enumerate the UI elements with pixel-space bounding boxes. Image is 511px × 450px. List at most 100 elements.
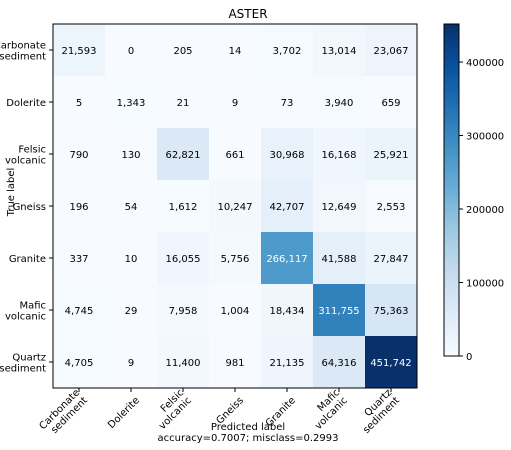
heatmap-cell [261, 284, 313, 336]
heatmap-cell [53, 24, 105, 76]
heatmap-cell [365, 180, 417, 232]
cell-value-label: 3,940 [325, 98, 354, 109]
cell-value-label: 27,847 [374, 254, 409, 265]
y-tick-label: Felsic volcanic [5, 145, 46, 167]
cell-value-label: 23,067 [374, 46, 409, 57]
colorbar-ticks: 0 100000 200000 300000 400000 [459, 58, 504, 363]
cell-value-label: 981 [225, 358, 244, 369]
heatmap-cell [105, 180, 157, 232]
heatmap-cell [53, 76, 105, 128]
y-tick-label: Quartz sediment [0, 353, 46, 375]
cell-value-label: 14 [229, 46, 242, 57]
cell-value-label: 21,593 [62, 46, 97, 57]
cell-value-label: 659 [381, 98, 400, 109]
cell-value-label: 21,135 [270, 358, 305, 369]
x-axis-label: Predicted label [211, 422, 285, 433]
cell-value-label: 451,742 [370, 358, 411, 369]
heatmap-cell [157, 24, 209, 76]
heatmap-cell [313, 336, 365, 388]
y-tick-label: Dolerite [6, 98, 46, 109]
heatmap-cell [261, 336, 313, 388]
cell-value-label: 10 [125, 254, 138, 265]
cell-value-label: 75,363 [374, 306, 409, 317]
heatmap-cell [313, 24, 365, 76]
y-axis-label: True label [6, 168, 17, 218]
cell-value-label: 205 [173, 46, 192, 57]
y-tick-label: Gneiss [13, 202, 46, 213]
heatmap-cell [209, 232, 261, 284]
heatmap-cell [365, 128, 417, 180]
y-tick-labels: Carbonatesediment Dolerite Felsicvolcanic G… [0, 41, 53, 375]
heatmap-cell [157, 180, 209, 232]
cell-value-label: 4,745 [65, 306, 94, 317]
x-tick-label: Quartzsediment [353, 387, 402, 436]
heatmap-cell [53, 232, 105, 284]
heatmap-cell [365, 24, 417, 76]
heatmap-cells: 21,593 0 205 14 3,702 13,014 23,067 5 1,343 21 9 73… [53, 24, 417, 388]
cell-value-label: 62,821 [166, 150, 201, 161]
heatmap-cell [209, 336, 261, 388]
cell-value-label: 12,649 [322, 202, 357, 213]
colorbar-tick-label: 300000 [466, 132, 504, 143]
cell-value-label: 3,702 [273, 46, 302, 57]
cell-value-label: 5 [76, 98, 82, 109]
heatmap-cell [209, 24, 261, 76]
colorbar-tick-label: 0 [466, 352, 472, 363]
cell-value-label: 11,400 [166, 358, 201, 369]
colorbar-tick-label: 400000 [466, 58, 504, 69]
heatmap-cell [157, 128, 209, 180]
cell-value-label: 130 [121, 150, 140, 161]
cell-value-label: 54 [125, 202, 138, 213]
y-tick-label: Carbonatesediment [0, 41, 46, 63]
heatmap-cell [365, 336, 417, 388]
cell-value-label: 0 [128, 46, 134, 57]
heatmap-cell [313, 76, 365, 128]
cell-value-label: 5,756 [221, 254, 250, 265]
heatmap-cell [105, 336, 157, 388]
heatmap-cell [313, 180, 365, 232]
cell-value-label: 9 [128, 358, 134, 369]
cell-value-label: 2,553 [377, 202, 406, 213]
heatmap-cell [105, 284, 157, 336]
heatmap-cell [261, 232, 313, 284]
cell-value-label: 64,316 [322, 358, 357, 369]
cell-value-label: 42,707 [270, 202, 305, 213]
y-tick-label: Granite [9, 254, 46, 265]
heatmap-cell [313, 232, 365, 284]
x-tick-label: Carbonatesediment [37, 387, 90, 440]
cell-value-label: 9 [232, 98, 238, 109]
heatmap-cell [209, 76, 261, 128]
x-tick-label: Felsicvolcanic [149, 387, 194, 432]
cell-value-label: 790 [69, 150, 88, 161]
heatmap-cell [105, 128, 157, 180]
heatmap-cell [53, 128, 105, 180]
heatmap-cell [157, 232, 209, 284]
heatmap-cell [157, 336, 209, 388]
heatmap-cell [105, 76, 157, 128]
heatmap-cell [261, 180, 313, 232]
heatmap-cell [261, 128, 313, 180]
heatmap-cell [209, 180, 261, 232]
cell-value-label: 7,958 [169, 306, 198, 317]
heatmap-cell [209, 128, 261, 180]
cell-value-label: 1,004 [221, 306, 250, 317]
heatmap-cell [53, 284, 105, 336]
colorbar-tick-label: 100000 [466, 279, 504, 290]
cell-value-label: 1,612 [169, 202, 198, 213]
cell-value-label: 337 [69, 254, 88, 265]
cell-value-label: 196 [69, 202, 88, 213]
cell-value-label: 41,588 [322, 254, 357, 265]
cell-value-label: 13,014 [322, 46, 357, 57]
cell-value-label: 18,434 [270, 306, 305, 317]
cell-value-label: 16,055 [166, 254, 201, 265]
x-tick-label: Maficvolcanic [305, 387, 350, 432]
heatmap-cell [209, 284, 261, 336]
heatmap-cell [365, 284, 417, 336]
cell-value-label: 661 [225, 150, 244, 161]
cell-value-label: 10,247 [218, 202, 253, 213]
heatmap-cell [261, 24, 313, 76]
heatmap-cell [53, 336, 105, 388]
cell-value-label: 73 [281, 98, 294, 109]
heatmap-cell [365, 232, 417, 284]
